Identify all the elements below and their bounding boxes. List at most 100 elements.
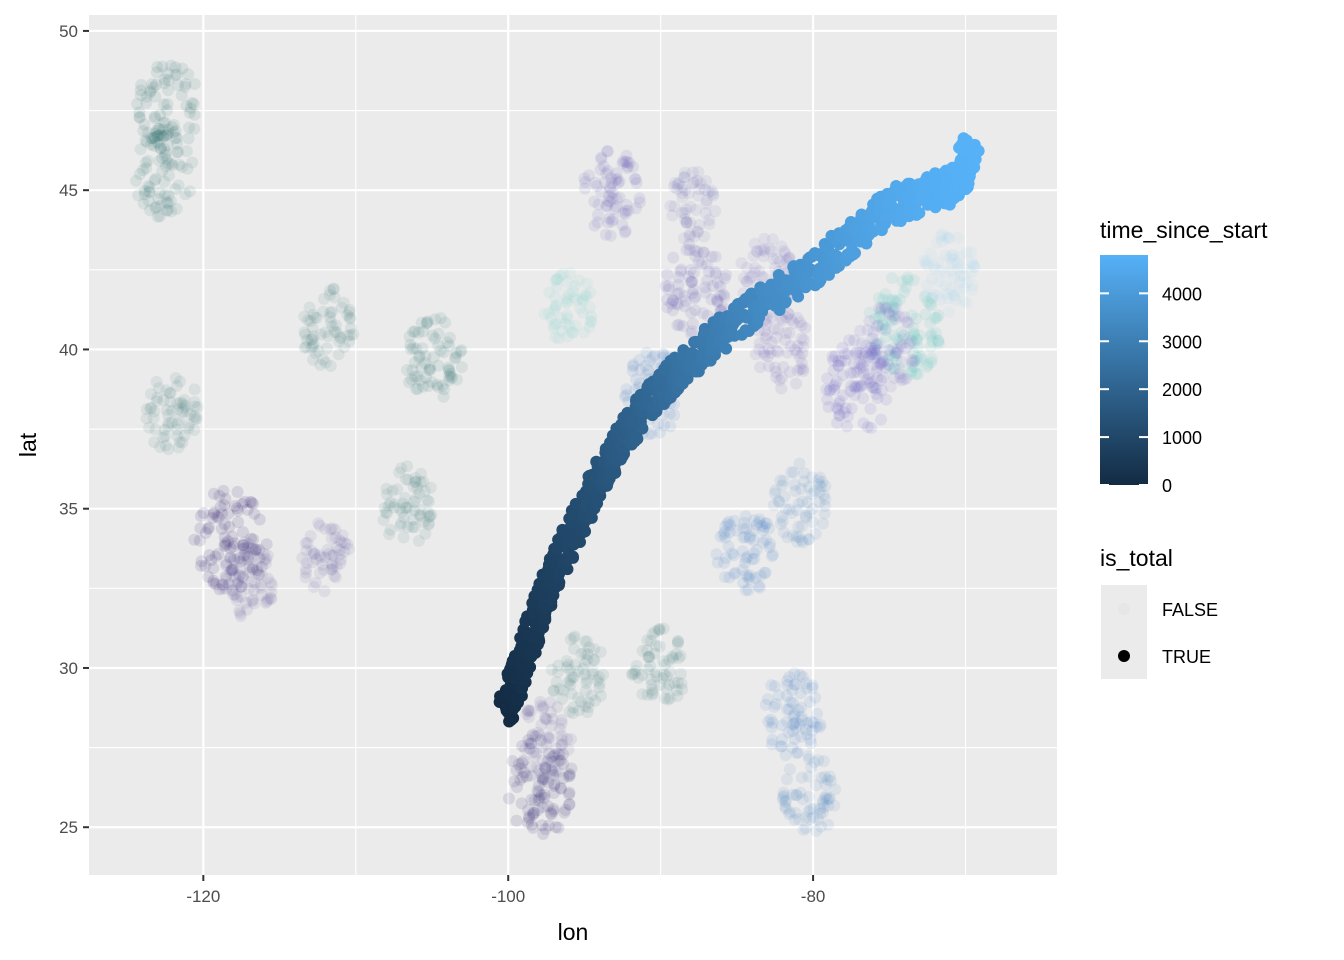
background-point bbox=[798, 467, 811, 480]
background-point bbox=[412, 534, 425, 547]
background-point bbox=[796, 713, 809, 726]
background-point bbox=[408, 370, 421, 383]
background-point bbox=[305, 333, 318, 346]
background-point bbox=[333, 534, 346, 547]
background-point bbox=[874, 310, 887, 323]
background-point bbox=[173, 413, 186, 426]
background-point bbox=[676, 683, 689, 696]
background-point bbox=[157, 131, 170, 144]
background-point bbox=[259, 557, 272, 570]
background-point bbox=[700, 197, 713, 210]
background-point bbox=[158, 73, 171, 86]
background-point bbox=[822, 799, 835, 812]
background-point bbox=[720, 268, 733, 281]
background-point bbox=[743, 573, 756, 586]
background-point bbox=[893, 310, 906, 323]
background-point bbox=[817, 517, 830, 530]
background-point bbox=[567, 631, 580, 644]
background-point bbox=[686, 287, 699, 300]
background-point bbox=[382, 499, 395, 512]
background-point bbox=[809, 527, 822, 540]
background-point bbox=[670, 648, 683, 661]
background-point bbox=[806, 679, 819, 692]
background-point bbox=[920, 289, 933, 302]
background-point bbox=[863, 315, 876, 328]
background-point bbox=[551, 666, 564, 679]
background-point bbox=[341, 329, 354, 342]
background-point bbox=[171, 68, 184, 81]
background-point bbox=[326, 560, 339, 573]
background-point bbox=[164, 386, 177, 399]
background-point bbox=[779, 794, 792, 807]
background-point bbox=[307, 308, 320, 321]
background-point bbox=[883, 305, 896, 318]
background-point bbox=[550, 676, 563, 689]
background-point bbox=[824, 774, 837, 787]
background-point bbox=[753, 581, 766, 594]
background-point bbox=[817, 797, 830, 810]
background-point bbox=[813, 471, 826, 484]
background-point bbox=[909, 354, 922, 367]
background-point bbox=[768, 700, 781, 713]
background-point bbox=[516, 756, 529, 769]
background-point bbox=[753, 513, 766, 526]
background-point bbox=[777, 786, 790, 799]
background-point bbox=[689, 250, 702, 263]
background-point bbox=[855, 380, 868, 393]
background-point bbox=[672, 271, 685, 284]
background-point bbox=[156, 152, 169, 165]
background-point bbox=[726, 547, 739, 560]
background-point bbox=[150, 200, 163, 213]
background-point bbox=[217, 579, 230, 592]
background-point bbox=[664, 199, 677, 212]
background-point bbox=[785, 507, 798, 520]
background-point bbox=[421, 506, 434, 519]
background-point bbox=[342, 542, 355, 555]
background-point bbox=[777, 790, 790, 803]
background-point bbox=[432, 381, 445, 394]
background-point bbox=[536, 754, 549, 767]
background-point bbox=[246, 563, 259, 576]
background-point bbox=[391, 483, 404, 496]
background-point bbox=[802, 770, 815, 783]
background-point bbox=[887, 304, 900, 317]
background-point bbox=[234, 607, 247, 620]
background-point bbox=[219, 556, 232, 569]
background-point bbox=[148, 139, 161, 152]
background-point bbox=[805, 715, 818, 728]
background-point bbox=[829, 783, 842, 796]
background-point bbox=[564, 679, 577, 692]
background-point bbox=[164, 395, 177, 408]
background-point bbox=[408, 495, 421, 508]
background-point bbox=[718, 570, 731, 583]
background-point bbox=[549, 274, 562, 287]
background-point bbox=[777, 526, 790, 539]
background-point bbox=[780, 689, 793, 702]
background-point bbox=[261, 572, 274, 585]
background-point bbox=[863, 351, 876, 364]
background-point bbox=[737, 576, 750, 589]
background-point bbox=[518, 766, 531, 779]
background-point bbox=[532, 779, 545, 792]
background-point bbox=[162, 408, 175, 421]
background-point bbox=[603, 189, 616, 202]
background-point bbox=[197, 506, 210, 519]
background-point bbox=[211, 510, 224, 523]
background-point bbox=[873, 311, 886, 324]
background-point bbox=[558, 806, 571, 819]
background-point bbox=[785, 466, 798, 479]
background-point bbox=[665, 297, 678, 310]
background-point bbox=[581, 648, 594, 661]
background-point bbox=[555, 782, 568, 795]
background-point bbox=[230, 593, 243, 606]
background-point bbox=[891, 343, 904, 356]
background-point bbox=[691, 174, 704, 187]
background-point bbox=[525, 818, 538, 831]
background-point bbox=[653, 426, 666, 439]
background-point bbox=[545, 663, 558, 676]
background-point bbox=[555, 734, 568, 747]
background-point bbox=[325, 305, 338, 318]
background-point bbox=[764, 347, 777, 360]
background-point bbox=[893, 335, 906, 348]
